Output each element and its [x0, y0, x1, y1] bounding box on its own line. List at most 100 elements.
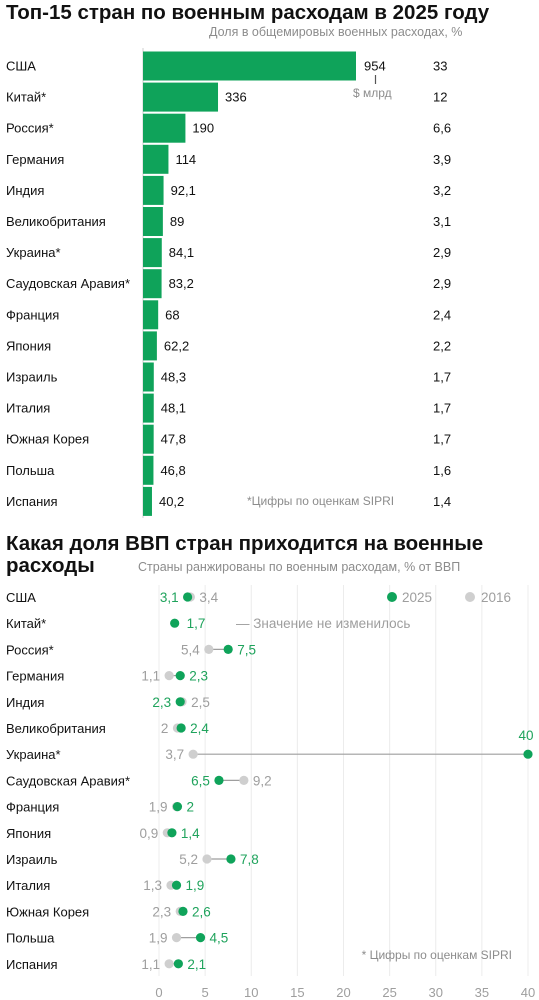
bar-category-label: Индия	[6, 183, 44, 198]
dot-category-label: Франция	[6, 800, 59, 815]
dot-category-label: Испания	[6, 957, 58, 972]
dot-category-label: Великобритания	[6, 721, 106, 736]
dot-category-label: Россия*	[6, 642, 54, 657]
dot-note: * Цифры по оценкам SIPRI	[362, 948, 512, 962]
dot-2016	[164, 959, 174, 969]
value-2016-label: 3,7	[165, 747, 184, 762]
value-2025-label: 2,3	[152, 695, 171, 710]
bar-value-label: 46,8	[160, 463, 185, 478]
bar-category-label: Польша	[6, 463, 55, 478]
value-2025-label: 6,5	[191, 773, 210, 788]
dot-2025	[178, 906, 188, 917]
share-value: 3,9	[433, 152, 451, 167]
bar-category-label: Китай*	[6, 90, 46, 105]
bar	[143, 51, 356, 81]
x-tick-label: 5	[202, 985, 209, 1000]
value-2025-label: 2	[186, 800, 194, 815]
bar	[143, 331, 157, 361]
bar-category-label: Италия	[6, 401, 50, 416]
value-2025-label: 4,5	[210, 931, 229, 946]
value-2025-label: 7,8	[240, 852, 259, 867]
bar-value-label: 954	[364, 59, 386, 74]
bar-category-label: Франция	[6, 307, 59, 322]
chart2-title: Какая доля ВВП стран приходится на военн…	[6, 532, 484, 577]
share-value: 6,6	[433, 121, 451, 136]
bar-value-label: 84,1	[169, 245, 194, 260]
bar-category-label: Израиль	[6, 370, 58, 385]
bar	[143, 455, 154, 485]
bar-chart: США 954 33 Китай* 336 12 Россия* 190 6,6 Германия…	[6, 48, 451, 518]
share-value: 33	[433, 59, 447, 74]
bar	[143, 300, 159, 330]
dot-category-label: Германия	[6, 669, 64, 684]
dot-category-label: Саудовская Аравия*	[6, 773, 130, 788]
bar-value-label: 68	[165, 307, 179, 322]
value-2016-label: 2	[161, 721, 169, 736]
value-2016-label: 2,5	[191, 695, 210, 710]
value-2025-label: 1,4	[181, 826, 200, 841]
dot-2016	[164, 671, 174, 681]
bar-value-label: 48,1	[161, 401, 186, 416]
value-2016-label: 3,4	[199, 590, 218, 605]
dot-2025	[175, 697, 185, 707]
dot-category-label: Индия	[6, 695, 44, 710]
value-2025-label: 7,5	[237, 642, 256, 657]
dot-2016	[171, 933, 182, 943]
dot-2025	[523, 749, 533, 759]
unchanged-annotation: — Значение не изменилось	[236, 616, 410, 631]
value-2016-label: 2,3	[152, 904, 171, 919]
bar-value-label: 62,2	[164, 338, 189, 353]
share-value: 3,1	[433, 214, 451, 229]
dot-category-label: США	[6, 590, 36, 605]
bar	[143, 175, 164, 205]
share-value: 1,7	[433, 370, 451, 385]
share-header: Доля в общемировых военных расходах, %	[209, 25, 463, 39]
share-value: 1,6	[433, 463, 451, 478]
value-2025-label: 2,1	[187, 957, 206, 972]
chart1-title: Топ-15 стран по военным расходам в 2025 …	[6, 1, 490, 24]
value-2016-label: 5,2	[179, 852, 198, 867]
x-tick-label: 15	[290, 985, 304, 1000]
dot-2025	[167, 828, 177, 838]
dot-2016	[188, 749, 198, 759]
bar-category-label: Саудовская Аравия*	[6, 276, 130, 291]
x-tick-label: 20	[336, 985, 350, 1000]
share-value: 2,2	[433, 338, 451, 353]
share-value: 2,9	[433, 276, 451, 291]
share-value: 3,2	[433, 183, 451, 198]
value-2025-label: 2,3	[189, 669, 208, 684]
dot-category-label: Италия	[6, 878, 50, 893]
share-value: 1,4	[433, 494, 451, 509]
legend-2025-label: 2025	[402, 590, 432, 605]
dot-category-label: Украина*	[6, 747, 61, 762]
bar	[143, 424, 154, 454]
legend-2016-dot	[465, 592, 475, 602]
x-tick-label: 10	[244, 985, 258, 1000]
value-2025-label: 40	[518, 728, 533, 743]
value-2025-label: 1,7	[187, 616, 206, 631]
dot-category-label: Польша	[6, 931, 55, 946]
dot-category-label: Китай*	[6, 616, 46, 631]
dot-2016	[202, 854, 212, 864]
value-2016-label: 1,1	[141, 957, 160, 972]
bar-value-label: 114	[175, 152, 196, 167]
value-2016-label: 0,9	[140, 826, 159, 841]
value-2016-label: 1,9	[149, 800, 168, 815]
bar-category-label: Испания	[6, 494, 58, 509]
value-2025-label: 2,6	[192, 904, 211, 919]
dot-2025	[170, 618, 180, 628]
dot-2025	[173, 959, 183, 969]
legend-2016-label: 2016	[481, 590, 511, 605]
dot-2025	[226, 854, 236, 864]
x-tick-label: 40	[521, 985, 535, 1000]
bar	[143, 82, 219, 112]
value-2016-label: 5,4	[181, 642, 200, 657]
bar-value-label: 92,1	[171, 183, 196, 198]
dot-2025	[172, 802, 183, 812]
share-value: 12	[433, 90, 447, 105]
dot-2016	[204, 644, 214, 655]
value-2025-label: 3,1	[160, 590, 179, 605]
bar-value-label: 336	[225, 90, 247, 105]
bar	[143, 393, 154, 423]
bar	[143, 144, 169, 174]
